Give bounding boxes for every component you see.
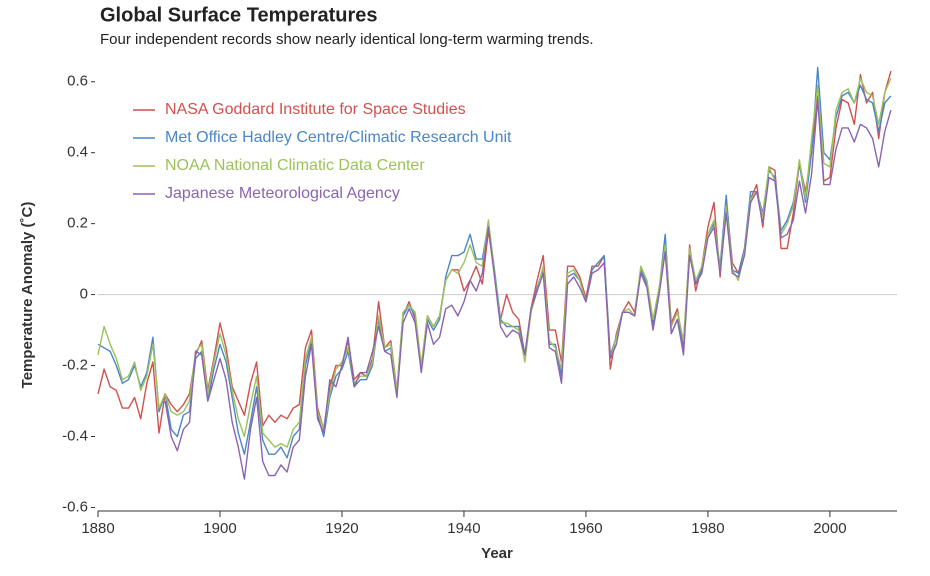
legend-label: Met Office Hadley Centre/Climatic Resear…	[165, 129, 512, 146]
x-tick-label: 1880	[81, 520, 114, 537]
x-tick-label: 1920	[325, 520, 358, 537]
chart-title: Global Surface Temperatures	[100, 4, 378, 26]
legend-label: Japanese Meteorological Agency	[165, 185, 400, 202]
series-line	[97, 66, 892, 459]
x-tick-label: 1980	[691, 520, 724, 537]
chart-subtitle: Four independent records show nearly ide…	[100, 31, 594, 48]
y-tick-label: 0.4	[67, 144, 88, 161]
y-tick-label: -0.4	[62, 427, 88, 444]
y-tick-label: 0.2	[67, 215, 88, 232]
y-tick-label: 0.6	[67, 73, 88, 90]
y-tick-label: -0.2	[62, 357, 88, 374]
legend-label: NOAA National Climatic Data Center	[165, 157, 425, 174]
series-line	[97, 70, 892, 434]
series-line	[164, 98, 892, 480]
x-tick-label: 1940	[447, 520, 480, 537]
y-tick-label: -0.6	[62, 498, 88, 515]
legend-label: NASA Goddard Institute for Space Studies	[165, 101, 466, 118]
x-tick-label: 1960	[569, 520, 602, 537]
y-tick-label: 0	[80, 286, 88, 303]
x-tick-label: 2000	[813, 520, 846, 537]
y-axis-label: Temperature Anomaly (˚C)	[19, 202, 36, 389]
x-axis-label: Year	[481, 545, 513, 562]
x-tick-label: 1900	[203, 520, 236, 537]
